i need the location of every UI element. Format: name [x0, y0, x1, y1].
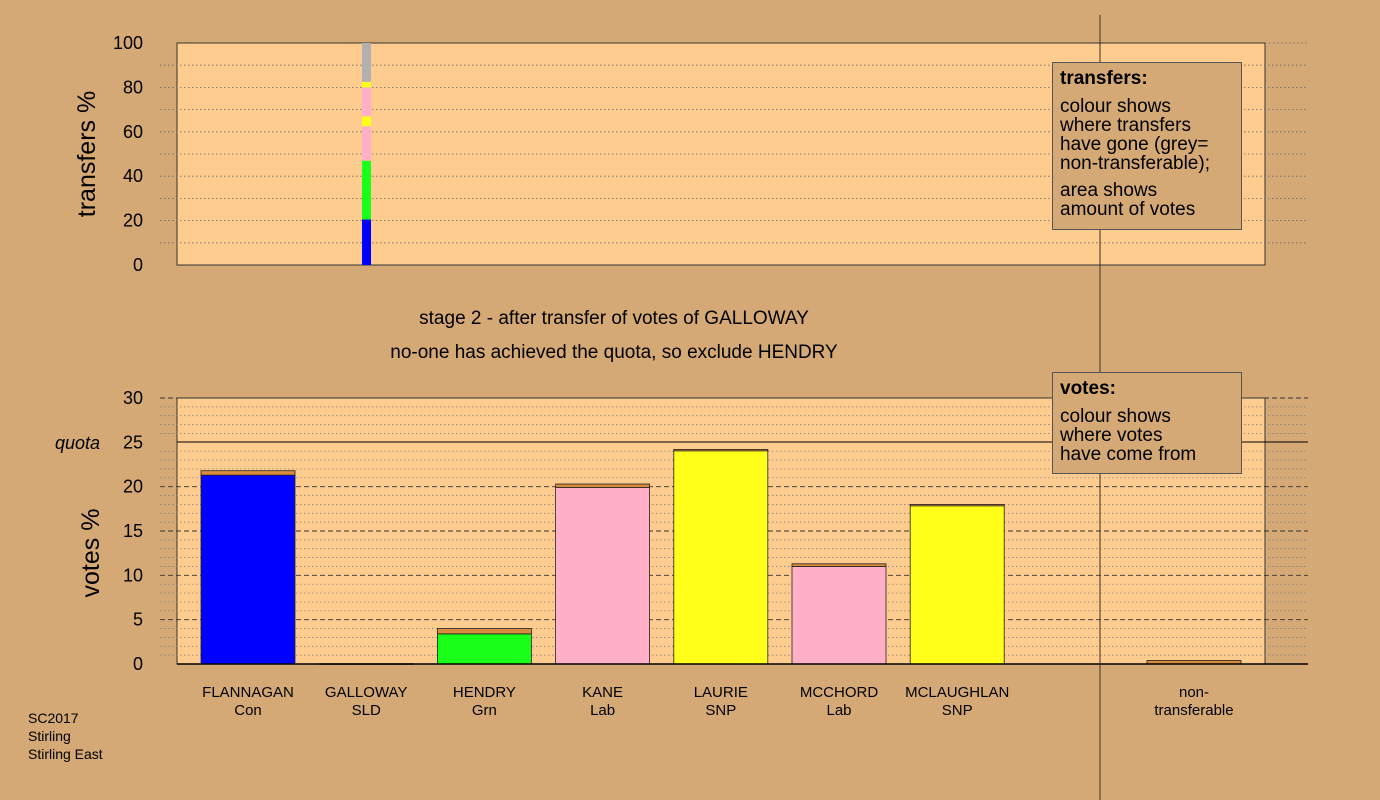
transfers-axis-title: transfers %	[73, 91, 101, 217]
transfers-legend-line: where transfers	[1060, 115, 1191, 136]
vote-bar-kane	[555, 483, 650, 665]
votes-axis-title: votes %	[77, 509, 105, 598]
non-transferable-label: non-	[1179, 684, 1209, 701]
stage-title: stage 2 - after transfer of votes of GAL…	[419, 308, 809, 329]
votes-bars	[200, 449, 1242, 665]
transfer-segment	[673, 449, 769, 452]
transfers-tick-label: 60	[123, 122, 143, 142]
candidate-name: HENDRY	[453, 684, 516, 701]
footer-ward: Stirling East	[28, 746, 103, 762]
transfers-legend-line: amount of votes	[1060, 199, 1196, 220]
votes-y-axis: 0 5 10 15 20 25 30	[123, 388, 143, 674]
votes-legend-line: have come from	[1060, 444, 1197, 465]
transfers-legend-line: area shows	[1060, 180, 1158, 201]
first-preference-segment	[436, 633, 532, 665]
transfer-segment	[362, 43, 371, 82]
transfers-tick-label: 0	[133, 255, 143, 275]
transfers-tick-label: 40	[123, 166, 143, 186]
transfer-segment	[362, 160, 371, 220]
candidate-name: FLANNAGAN	[202, 684, 294, 701]
votes-tick-label: 5	[133, 610, 143, 630]
transfers-legend: transfers: colour shows where transfers …	[1052, 62, 1242, 230]
transfers-tick-label: 100	[113, 33, 143, 53]
votes-tick-label: 10	[123, 565, 143, 585]
first-preference-segment	[909, 504, 1005, 665]
votes-tick-label: 30	[123, 388, 143, 408]
transfers-y-axis: 0 20 40 60 80 100	[113, 33, 143, 275]
vote-bar-flannagan	[200, 470, 296, 665]
transfers-legend-title: transfers:	[1060, 68, 1148, 89]
votes-legend-line: where votes	[1060, 425, 1163, 446]
footer-council: Stirling	[28, 728, 71, 744]
votes-legend: votes: colour shows where votes have com…	[1052, 372, 1242, 474]
candidate-party: SLD	[352, 702, 381, 719]
transfers-legend-line: non-transferable);	[1060, 153, 1210, 174]
transfer-segment	[362, 116, 371, 127]
candidate-party: Con	[234, 702, 262, 719]
candidate-name: MCLAUGHLAN	[905, 684, 1009, 701]
first-preference-segment	[673, 449, 769, 665]
transfers-legend-line: have gone (grey=	[1060, 134, 1209, 155]
transfers-bar	[362, 43, 371, 265]
vote-bar-laurie	[673, 449, 769, 665]
transfer-segment	[362, 81, 371, 88]
candidate-name: GALLOWAY	[325, 684, 408, 701]
stage-decision: no-one has achieved the quota, so exclud…	[390, 342, 838, 363]
votes-legend-title: votes:	[1060, 378, 1116, 399]
transfer-segment	[436, 628, 532, 635]
votes-tick-label: 20	[123, 477, 143, 497]
candidate-party: Lab	[590, 702, 615, 719]
votes-legend-line: colour shows	[1060, 406, 1171, 427]
votes-tick-label: 0	[133, 654, 143, 674]
candidate-party: Grn	[472, 702, 497, 719]
transfers-tick-label: 20	[123, 211, 143, 231]
transfer-segment	[555, 483, 650, 488]
quota-label: quota	[55, 433, 100, 453]
candidate-name: KANE	[582, 684, 623, 701]
candidate-name: LAURIE	[694, 684, 748, 701]
candidate-labels: FLANNAGANConGALLOWAYSLDHENDRYGrnKANELabL…	[202, 684, 1233, 719]
first-preference-segment	[200, 474, 296, 665]
transfer-segment	[362, 126, 371, 161]
first-preference-segment	[555, 487, 650, 665]
footer-election: SC2017	[28, 710, 79, 726]
vote-bar-mcchord	[791, 563, 887, 665]
candidate-party: SNP	[942, 702, 973, 719]
vote-bar-hendry	[436, 628, 532, 665]
candidate-party: SNP	[705, 702, 736, 719]
candidate-party: Lab	[826, 702, 851, 719]
transfer-segment	[791, 563, 887, 567]
non-transferable-label: transferable	[1154, 702, 1233, 719]
candidate-name: MCCHORD	[800, 684, 878, 701]
transfers-legend-line: colour shows	[1060, 96, 1171, 117]
transfer-segment	[200, 470, 296, 476]
votes-tick-label: 15	[123, 521, 143, 541]
first-preference-segment	[791, 566, 887, 665]
transfer-segment	[909, 503, 1005, 507]
transfer-segment	[362, 87, 371, 117]
votes-tick-label: 25	[123, 432, 143, 452]
vote-bar-mclaughlan	[909, 503, 1005, 665]
transfer-segment	[362, 219, 371, 265]
transfers-tick-label: 80	[123, 77, 143, 97]
